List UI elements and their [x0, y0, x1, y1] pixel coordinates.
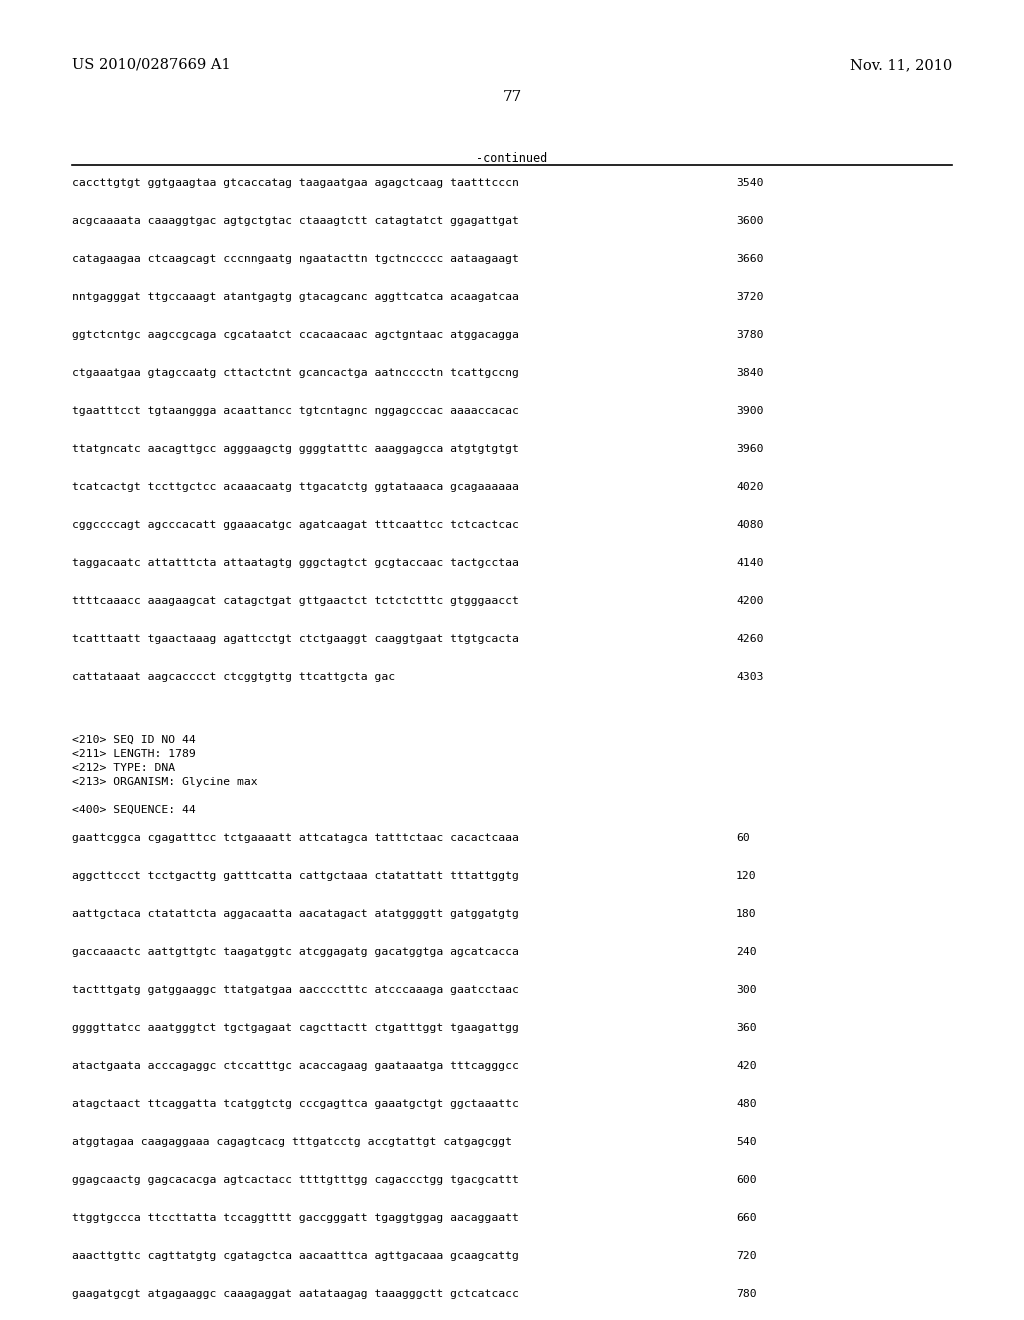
Text: 180: 180: [736, 909, 757, 919]
Text: atggtagaa caagaggaaa cagagtcacg tttgatcctg accgtattgt catgagcggt: atggtagaa caagaggaaa cagagtcacg tttgatcc…: [72, 1137, 512, 1147]
Text: 780: 780: [736, 1290, 757, 1299]
Text: atagctaact ttcaggatta tcatggtctg cccgagttca gaaatgctgt ggctaaattc: atagctaact ttcaggatta tcatggtctg cccgagt…: [72, 1100, 519, 1109]
Text: aattgctaca ctatattcta aggacaatta aacatagact atatggggtt gatggatgtg: aattgctaca ctatattcta aggacaatta aacatag…: [72, 909, 519, 919]
Text: tactttgatg gatggaaggc ttatgatgaa aacccctttc atcccaaaga gaatcctaac: tactttgatg gatggaaggc ttatgatgaa aacccct…: [72, 985, 519, 995]
Text: ttggtgccca ttccttatta tccaggtttt gaccgggatt tgaggtggag aacaggaatt: ttggtgccca ttccttatta tccaggtttt gaccggg…: [72, 1213, 519, 1224]
Text: 300: 300: [736, 985, 757, 995]
Text: 240: 240: [736, 946, 757, 957]
Text: 3720: 3720: [736, 292, 764, 302]
Text: acgcaaaata caaaggtgac agtgctgtac ctaaagtctt catagtatct ggagattgat: acgcaaaata caaaggtgac agtgctgtac ctaaagt…: [72, 216, 519, 226]
Text: atactgaata acccagaggc ctccatttgc acaccagaag gaataaatga tttcagggcc: atactgaata acccagaggc ctccatttgc acaccag…: [72, 1061, 519, 1071]
Text: ggtctcntgc aagccgcaga cgcataatct ccacaacaac agctgntaac atggacagga: ggtctcntgc aagccgcaga cgcataatct ccacaac…: [72, 330, 519, 341]
Text: 4200: 4200: [736, 597, 764, 606]
Text: 720: 720: [736, 1251, 757, 1261]
Text: 3540: 3540: [736, 178, 764, 187]
Text: <211> LENGTH: 1789: <211> LENGTH: 1789: [72, 748, 196, 759]
Text: 3840: 3840: [736, 368, 764, 378]
Text: 420: 420: [736, 1061, 757, 1071]
Text: 3600: 3600: [736, 216, 764, 226]
Text: 360: 360: [736, 1023, 757, 1034]
Text: 3900: 3900: [736, 407, 764, 416]
Text: ttttcaaacc aaagaagcat catagctgat gttgaactct tctctctttc gtgggaacct: ttttcaaacc aaagaagcat catagctgat gttgaac…: [72, 597, 519, 606]
Text: 4020: 4020: [736, 482, 764, 492]
Text: cggccccagt agcccacatt ggaaacatgc agatcaagat tttcaattcc tctcactcac: cggccccagt agcccacatt ggaaacatgc agatcaa…: [72, 520, 519, 531]
Text: 4080: 4080: [736, 520, 764, 531]
Text: aaacttgttc cagttatgtg cgatagctca aacaatttca agttgacaaa gcaagcattg: aaacttgttc cagttatgtg cgatagctca aacaatt…: [72, 1251, 519, 1261]
Text: 3660: 3660: [736, 253, 764, 264]
Text: 540: 540: [736, 1137, 757, 1147]
Text: 77: 77: [503, 90, 521, 104]
Text: 3960: 3960: [736, 444, 764, 454]
Text: 4140: 4140: [736, 558, 764, 568]
Text: caccttgtgt ggtgaagtaa gtcaccatag taagaatgaa agagctcaag taatttcccn: caccttgtgt ggtgaagtaa gtcaccatag taagaat…: [72, 178, 519, 187]
Text: gaccaaactc aattgttgtc taagatggtc atcggagatg gacatggtga agcatcacca: gaccaaactc aattgttgtc taagatggtc atcggag…: [72, 946, 519, 957]
Text: ggagcaactg gagcacacga agtcactacc ttttgtttgg cagaccctgg tgacgcattt: ggagcaactg gagcacacga agtcactacc ttttgtt…: [72, 1175, 519, 1185]
Text: US 2010/0287669 A1: US 2010/0287669 A1: [72, 58, 230, 73]
Text: tcatttaatt tgaactaaag agattcctgt ctctgaaggt caaggtgaat ttgtgcacta: tcatttaatt tgaactaaag agattcctgt ctctgaa…: [72, 634, 519, 644]
Text: gaagatgcgt atgagaaggc caaagaggat aatataagag taaagggctt gctcatcacc: gaagatgcgt atgagaaggc caaagaggat aatataa…: [72, 1290, 519, 1299]
Text: nntgagggat ttgccaaagt atantgagtg gtacagcanc aggttcatca acaagatcaa: nntgagggat ttgccaaagt atantgagtg gtacagc…: [72, 292, 519, 302]
Text: 480: 480: [736, 1100, 757, 1109]
Text: aggcttccct tcctgacttg gatttcatta cattgctaaa ctatattatt tttattggtg: aggcttccct tcctgacttg gatttcatta cattgct…: [72, 871, 519, 880]
Text: ctgaaatgaa gtagccaatg cttactctnt gcancactga aatncccctn tcattgccng: ctgaaatgaa gtagccaatg cttactctnt gcancac…: [72, 368, 519, 378]
Text: catagaagaa ctcaagcagt cccnngaatg ngaatacttn tgctnccccc aataagaagt: catagaagaa ctcaagcagt cccnngaatg ngaatac…: [72, 253, 519, 264]
Text: 660: 660: [736, 1213, 757, 1224]
Text: tcatcactgt tccttgctcc acaaacaatg ttgacatctg ggtataaaca gcagaaaaaa: tcatcactgt tccttgctcc acaaacaatg ttgacat…: [72, 482, 519, 492]
Text: <212> TYPE: DNA: <212> TYPE: DNA: [72, 763, 175, 774]
Text: ttatgncatc aacagttgcc agggaagctg ggggtatttc aaaggagcca atgtgtgtgt: ttatgncatc aacagttgcc agggaagctg ggggtat…: [72, 444, 519, 454]
Text: gaattcggca cgagatttcc tctgaaaatt attcatagca tatttctaac cacactcaaa: gaattcggca cgagatttcc tctgaaaatt attcata…: [72, 833, 519, 843]
Text: 3780: 3780: [736, 330, 764, 341]
Text: <210> SEQ ID NO 44: <210> SEQ ID NO 44: [72, 735, 196, 744]
Text: Nov. 11, 2010: Nov. 11, 2010: [850, 58, 952, 73]
Text: cattataaat aagcacccct ctcggtgttg ttcattgcta gac: cattataaat aagcacccct ctcggtgttg ttcattg…: [72, 672, 395, 682]
Text: 600: 600: [736, 1175, 757, 1185]
Text: 60: 60: [736, 833, 750, 843]
Text: <213> ORGANISM: Glycine max: <213> ORGANISM: Glycine max: [72, 777, 258, 787]
Text: ggggttatcc aaatgggtct tgctgagaat cagcttactt ctgatttggt tgaagattgg: ggggttatcc aaatgggtct tgctgagaat cagctta…: [72, 1023, 519, 1034]
Text: -continued: -continued: [476, 152, 548, 165]
Text: taggacaatc attatttcta attaatagtg gggctagtct gcgtaccaac tactgcctaa: taggacaatc attatttcta attaatagtg gggctag…: [72, 558, 519, 568]
Text: <400> SEQUENCE: 44: <400> SEQUENCE: 44: [72, 805, 196, 814]
Text: 4260: 4260: [736, 634, 764, 644]
Text: 4303: 4303: [736, 672, 764, 682]
Text: 120: 120: [736, 871, 757, 880]
Text: tgaatttcct tgtaanggga acaattancc tgtcntagnc nggagcccac aaaaccacac: tgaatttcct tgtaanggga acaattancc tgtcnta…: [72, 407, 519, 416]
